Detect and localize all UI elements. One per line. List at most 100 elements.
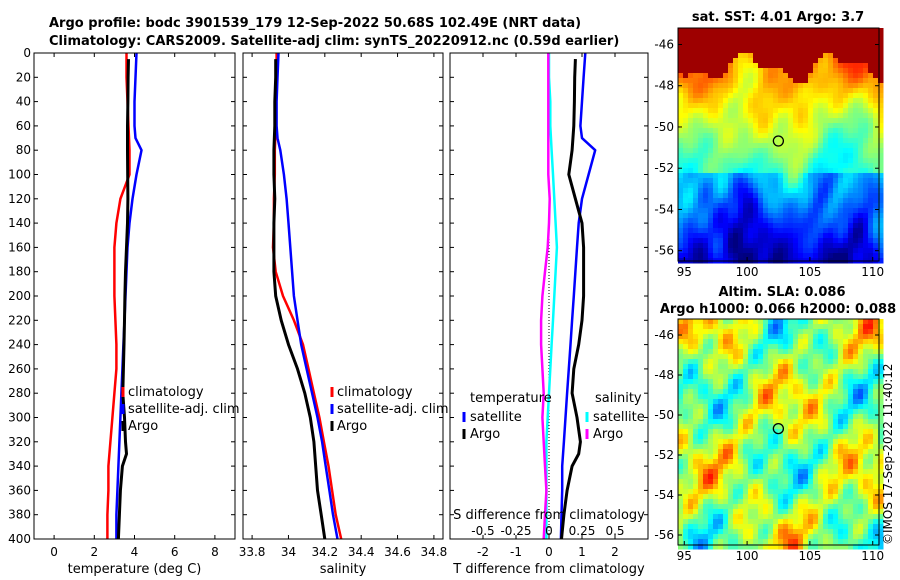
sla-map-cell (818, 359, 824, 365)
sla-map-cell (733, 534, 739, 540)
sla-map-cell (783, 499, 789, 505)
sla-map-cell (833, 334, 839, 340)
sla-map-cell (748, 394, 754, 400)
sst-map-cell (868, 218, 874, 224)
sst-map-cell (758, 183, 764, 189)
sla-map-cell (743, 504, 749, 510)
sst-map-cell (688, 223, 694, 229)
sla-map-cell (823, 509, 829, 515)
sla-map-cell (843, 434, 849, 440)
sst-map-cell (733, 48, 739, 54)
sla-map-cell (868, 369, 874, 375)
sst-map-cell (688, 168, 694, 174)
sla-map-cell (788, 489, 794, 495)
sla-map-cell (778, 324, 784, 330)
x-axis-label: T difference from climatology (452, 562, 645, 577)
sla-map-cell (808, 504, 814, 510)
sst-map-cell (828, 218, 834, 224)
sst-map-cell (828, 123, 834, 129)
sst-map-cell (698, 108, 704, 114)
sst-map-cell (828, 103, 834, 109)
sst-map-cell (843, 78, 849, 84)
sla-map-cell (728, 414, 734, 420)
sla-map-cell (773, 409, 779, 415)
sla-map-cell (843, 369, 849, 375)
sla-map-cell (768, 514, 774, 520)
sla-map-cell (728, 529, 734, 535)
sst-map-cell (798, 163, 804, 169)
sla-map-cell (773, 544, 779, 550)
sst-map-cell (863, 28, 869, 34)
sst-map-cell (798, 148, 804, 154)
sst-map-cell (708, 183, 714, 189)
sst-map-cell (693, 173, 699, 179)
sla-map-cell (688, 434, 694, 440)
sla-map-cell (833, 474, 839, 480)
x-tick-label: 1 (578, 545, 586, 559)
sst-map-cell (833, 228, 839, 234)
sla-map-cell (678, 449, 684, 455)
sla-map-cell (723, 354, 729, 360)
sla-map-cell (828, 479, 834, 485)
sla-map-cell (763, 534, 769, 540)
sla-map-cell (853, 344, 859, 350)
sst-map-cell (733, 238, 739, 244)
sst-map-cell (678, 183, 684, 189)
sla-map-cell (858, 409, 864, 415)
sla-map-cell (783, 369, 789, 375)
sst-map-cell (803, 203, 809, 209)
sst-map-cell (853, 253, 859, 259)
sla-map-cell (803, 414, 809, 420)
sla-map-cell (798, 484, 804, 490)
sst-map-cell (858, 198, 864, 204)
sst-map-cell (763, 178, 769, 184)
sst-map-cell (878, 168, 884, 174)
sla-map-cell (688, 539, 694, 545)
sst-map-cell (853, 143, 859, 149)
sst-map-cell (723, 43, 729, 49)
sla-map-cell (843, 424, 849, 430)
sla-map-cell (763, 429, 769, 435)
sst-map-cell (843, 73, 849, 79)
sla-map-cell (838, 539, 844, 545)
sst-map-cell (753, 88, 759, 94)
sla-map-cell (813, 324, 819, 330)
sla-map-cell (678, 434, 684, 440)
sst-map-cell (813, 33, 819, 39)
sst-map-cell (768, 223, 774, 229)
sla-map-cell (713, 449, 719, 455)
sst-map-cell (878, 248, 884, 254)
sst-map-cell (773, 163, 779, 169)
sst-map-cell (783, 38, 789, 44)
sst-map-cell (693, 248, 699, 254)
sst-map-cell (713, 253, 719, 259)
sst-map-cell (758, 168, 764, 174)
sst-map-cell (868, 103, 874, 109)
sla-map-cell (698, 454, 704, 460)
sst-map-cell (873, 63, 879, 69)
sla-map-cell (748, 539, 754, 545)
sst-map-cell (708, 83, 714, 89)
sla-map-cell (738, 524, 744, 530)
sla-map-cell (848, 334, 854, 340)
sst-map-cell (768, 183, 774, 189)
sst-map-cell (853, 233, 859, 239)
sla-map-cell (733, 364, 739, 370)
sst-map-cell (768, 158, 774, 164)
sla-map-cell (703, 454, 709, 460)
sla-map-cell (793, 544, 799, 550)
sst-map-cell (818, 128, 824, 134)
sst-map-cell (788, 43, 794, 49)
sla-map-cell (873, 449, 879, 455)
sla-map-cell (733, 394, 739, 400)
sla-map-cell (828, 429, 834, 435)
sst-map-cell (748, 68, 754, 74)
sst-map-cell (843, 148, 849, 154)
sla-map-cell (868, 324, 874, 330)
temperature-profile-chart: 0204060801001201401601802002202402602803… (8, 46, 240, 577)
sla-map-cell (778, 464, 784, 470)
sla-map-cell (858, 449, 864, 455)
sst-map-cell (878, 238, 884, 244)
sst-map-cell (683, 43, 689, 49)
sla-map-cell (863, 329, 869, 335)
